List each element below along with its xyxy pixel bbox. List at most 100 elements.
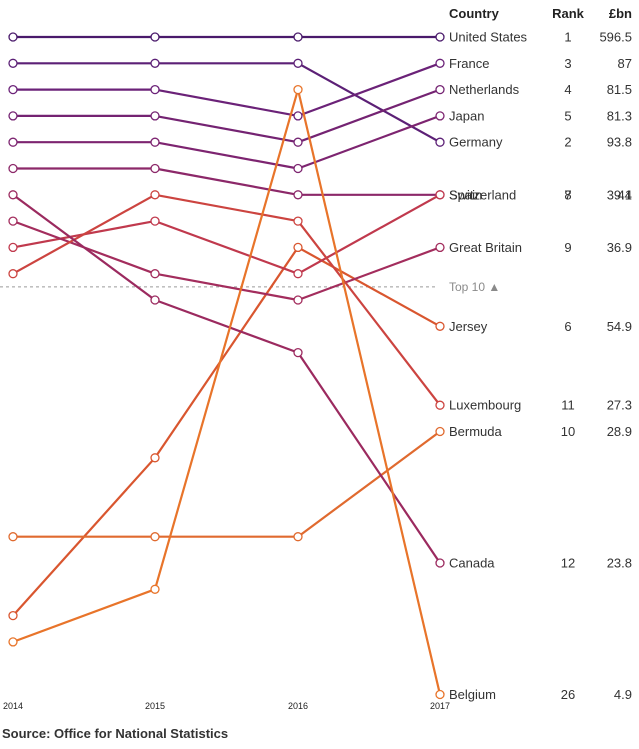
label-value-luxembourg: 27.3 — [607, 398, 632, 413]
line-switzerland — [13, 167, 440, 196]
label-value-netherlands: 81.5 — [607, 82, 632, 97]
point-netherlands-2016 — [293, 137, 303, 147]
label-rank-japan: 5 — [564, 108, 571, 123]
point-luxembourg-2017 — [435, 400, 445, 410]
point-spain-2017 — [435, 190, 445, 200]
point-great-britain-2016 — [293, 295, 303, 305]
point-japan-2017 — [435, 111, 445, 121]
series-lines — [12, 35, 442, 695]
label-country-spain: Spain — [449, 187, 482, 202]
label-rank-spain: 8 — [564, 187, 571, 202]
point-france-2014 — [8, 84, 18, 95]
line-bermuda — [13, 430, 441, 538]
point-japan-2015 — [150, 137, 160, 147]
line-spain — [12, 193, 441, 275]
point-great-britain-2015 — [150, 269, 160, 279]
point-netherlands-2014 — [8, 111, 18, 121]
label-value-france: 87 — [618, 56, 632, 71]
point-jersey-2015 — [150, 453, 160, 463]
label-value-germany: 93.8 — [607, 135, 632, 150]
series-points — [8, 32, 445, 700]
label-country-luxembourg: Luxembourg — [449, 398, 521, 413]
label-value-bermuda: 28.9 — [607, 424, 632, 439]
point-luxembourg-2014 — [8, 269, 18, 279]
point-spain-2014 — [8, 242, 18, 253]
header-value: £bn — [609, 6, 632, 21]
x-axis: 2014 2015 2016 2017 — [3, 701, 450, 711]
point-japan-2014 — [8, 137, 18, 147]
point-switzerland-2015 — [150, 163, 160, 174]
source-note: Source: Office for National Statistics — [2, 726, 229, 741]
point-bermuda-2015 — [150, 532, 160, 542]
point-netherlands-2017 — [435, 84, 445, 95]
label-country-jersey: Jersey — [449, 319, 488, 334]
label-value-switzerland: 44 — [618, 187, 632, 202]
point-united-states-2017 — [435, 32, 445, 42]
line-jersey — [12, 246, 441, 617]
label-rank-belgium: 26 — [561, 687, 575, 702]
label-country-france: France — [449, 56, 489, 71]
point-jersey-2014 — [8, 610, 18, 621]
point-switzerland-2014 — [8, 163, 18, 174]
label-rank-switzerland: 7 — [564, 187, 571, 202]
cutoff-label: Top 10 ▲ — [449, 280, 500, 294]
label-value-great-britain: 36.9 — [607, 240, 632, 255]
point-jersey-2017 — [435, 321, 445, 331]
line-great-britain — [12, 220, 441, 302]
line-canada — [12, 193, 441, 564]
x-tick-2015: 2015 — [145, 701, 165, 711]
point-spain-2016 — [293, 269, 303, 279]
x-tick-2016: 2016 — [288, 701, 308, 711]
point-united-states-2014 — [8, 32, 18, 42]
point-germany-2016 — [293, 58, 303, 68]
label-rank-france: 3 — [564, 56, 571, 71]
label-value-spain: 39.1 — [607, 187, 632, 202]
point-switzerland-2016 — [293, 190, 303, 200]
point-japan-2016 — [293, 163, 303, 174]
label-country-germany: Germany — [449, 135, 503, 150]
label-country-netherlands: Netherlands — [449, 82, 520, 97]
label-value-united-states: 596.5 — [599, 30, 632, 45]
line-luxembourg — [12, 193, 441, 406]
label-country-switzerland: Switzerland — [449, 187, 516, 202]
label-value-japan: 81.3 — [607, 108, 632, 123]
line-france — [13, 62, 441, 118]
label-country-bermuda: Bermuda — [449, 424, 503, 439]
line-netherlands — [13, 88, 441, 144]
point-belgium-2016 — [293, 84, 303, 95]
point-belgium-2017 — [435, 689, 445, 700]
label-rank-great-britain: 9 — [564, 240, 571, 255]
point-netherlands-2015 — [150, 111, 160, 121]
point-bermuda-2016 — [293, 532, 303, 542]
point-luxembourg-2015 — [150, 190, 160, 200]
label-country-great-britain: Great Britain — [449, 240, 522, 255]
point-jersey-2016 — [293, 242, 303, 253]
label-country-belgium: Belgium — [449, 687, 496, 702]
label-rank-luxembourg: 11 — [561, 398, 575, 413]
point-canada-2016 — [293, 347, 303, 358]
line-germany — [13, 62, 441, 144]
right-labels: United States 1 596.5 Germany 2 93.8 France 3 87… — [449, 30, 632, 703]
line-japan — [13, 114, 441, 170]
point-great-britain-2014 — [8, 216, 18, 226]
point-united-states-2016 — [293, 32, 303, 42]
point-spain-2015 — [150, 216, 160, 226]
label-value-canada: 23.8 — [607, 556, 632, 571]
line-belgium — [12, 88, 442, 695]
point-canada-2017 — [435, 558, 445, 568]
label-rank-united-states: 1 — [564, 30, 571, 45]
label-country-canada: Canada — [449, 556, 495, 571]
label-country-japan: Japan — [449, 108, 484, 123]
label-value-belgium: 4.9 — [614, 687, 632, 702]
point-canada-2015 — [150, 295, 160, 305]
point-belgium-2014 — [8, 637, 18, 647]
point-france-2017 — [435, 58, 445, 68]
column-header: Country Rank £bn — [449, 6, 632, 21]
label-rank-canada: 12 — [561, 556, 575, 571]
label-country-united-states: United States — [449, 30, 528, 45]
point-bermuda-2014 — [8, 532, 18, 542]
label-rank-netherlands: 4 — [564, 82, 571, 97]
x-tick-2014: 2014 — [3, 701, 23, 711]
header-country: Country — [449, 6, 500, 21]
